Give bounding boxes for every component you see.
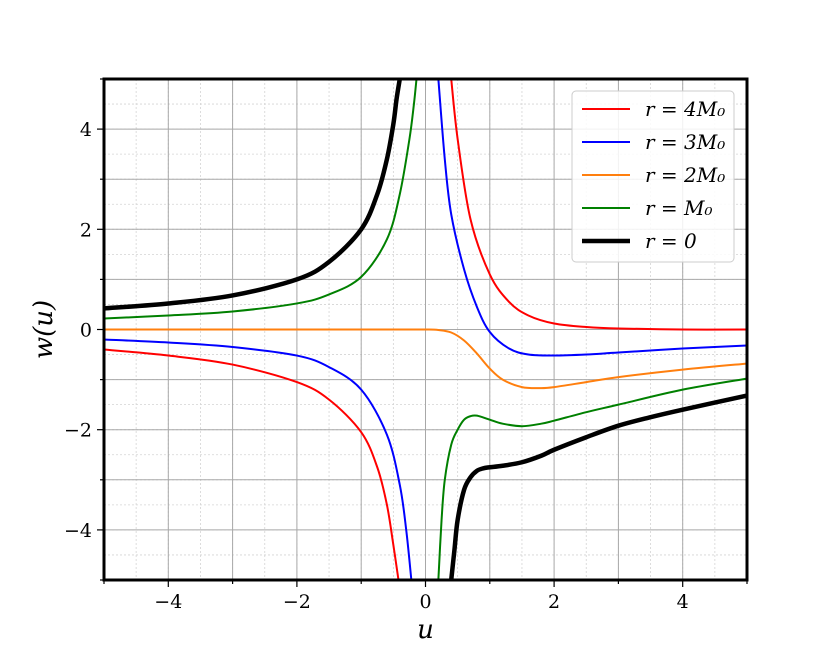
legend-label-3: r = M₀: [645, 196, 713, 220]
legend-label-2: r = 2M₀: [645, 163, 725, 187]
series-line-4-segment-0: [104, 79, 403, 311]
x-tick-label: 4: [677, 591, 689, 613]
y-tick-label: 0: [80, 320, 92, 342]
legend: r = 4M₀ r = 3M₀ r = 2M₀ r = M₀ r = 0: [571, 90, 735, 263]
y-tick-label: −4: [64, 520, 92, 542]
y-tick-label: −2: [64, 420, 92, 442]
series-layer: [104, 79, 747, 580]
y-tick-labels: −4 −2 0 2 4: [64, 119, 92, 542]
x-axis-label: u: [417, 615, 434, 645]
series-line-4-segment-1: [448, 393, 747, 580]
x-tick-labels: −4 −2 0 2 4: [154, 591, 688, 613]
series-line-0-segment-0: [104, 348, 400, 580]
legend-box: [571, 90, 735, 263]
series-line-1-segment-0: [104, 338, 413, 580]
y-tick-label: 4: [80, 119, 92, 141]
x-tick-label: −4: [154, 591, 182, 613]
y-tick-label: 2: [80, 219, 92, 241]
legend-label-0: r = 4M₀: [645, 97, 725, 121]
legend-label-4: r = 0: [645, 229, 697, 253]
x-tick-label: 0: [419, 591, 431, 613]
series-line-3-segment-0: [104, 79, 418, 320]
y-axis-label: w(u): [29, 300, 59, 359]
series-line-1-segment-1: [437, 79, 747, 357]
series-line-2-segment-0: [104, 328, 747, 390]
legend-label-1: r = 3M₀: [645, 130, 725, 154]
x-tick-label: 2: [548, 591, 560, 613]
series-line-0-segment-1: [450, 79, 747, 331]
axis-ticks: [97, 78, 748, 587]
x-tick-label: −2: [283, 591, 311, 613]
series-line-3-segment-1: [437, 377, 747, 580]
